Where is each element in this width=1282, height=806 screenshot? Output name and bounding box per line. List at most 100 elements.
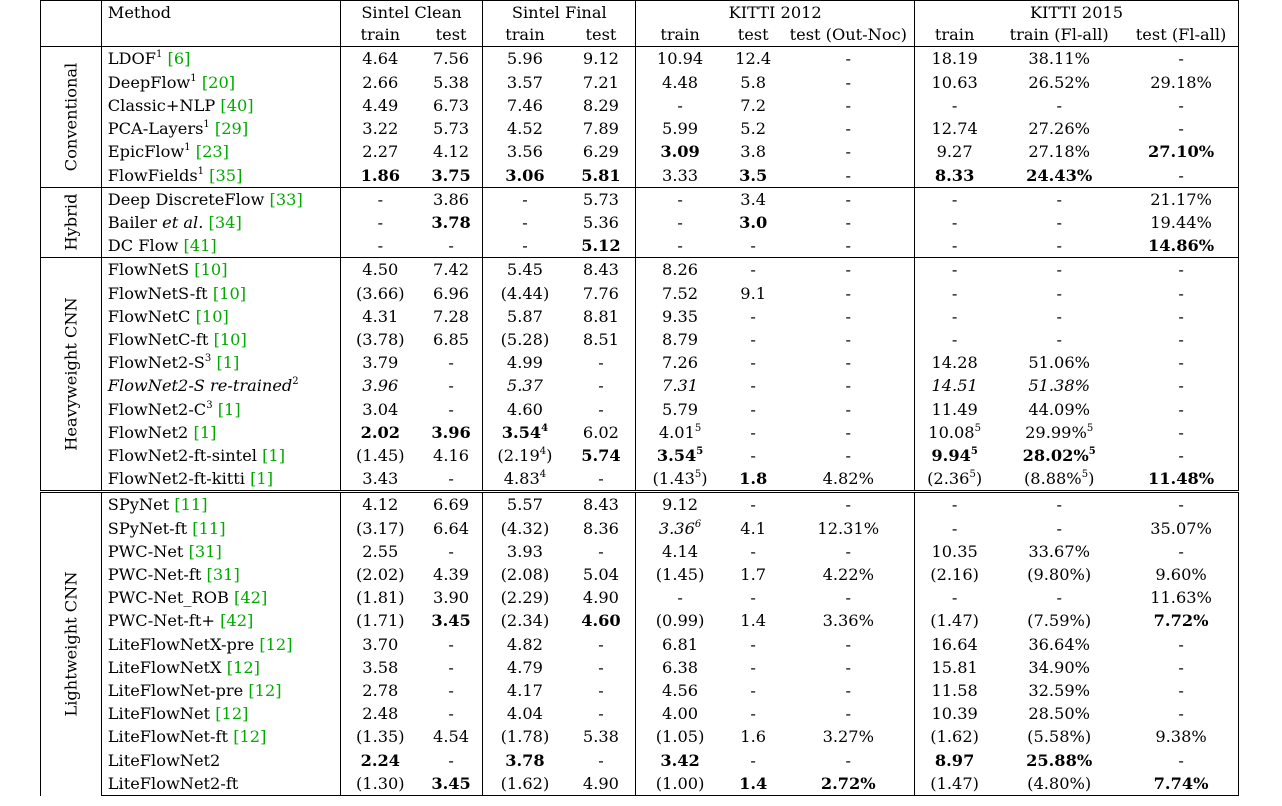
citation-link[interactable]: [20] <box>201 72 236 92</box>
citation-link[interactable]: [1] <box>216 353 240 373</box>
citation-link[interactable]: [10] <box>194 260 228 280</box>
citation-link[interactable]: [29] <box>214 119 249 139</box>
value-cell: (1.35) <box>340 725 420 748</box>
value-footnote: 4 <box>539 469 547 481</box>
group-label: Hybrid <box>61 193 81 251</box>
citation-link[interactable]: [12] <box>215 704 249 724</box>
value-text: - <box>845 283 852 303</box>
value-text: - <box>448 634 454 654</box>
value-cell: 6.64 <box>419 516 484 540</box>
value-text: 3.33 <box>662 165 699 185</box>
citation-link[interactable]: [35] <box>209 165 243 185</box>
citation-link[interactable]: [10] <box>212 283 247 303</box>
value-text: 3.86 <box>433 189 470 209</box>
value-text: (8.88% <box>1023 469 1082 489</box>
value-text: 1.86 <box>360 165 401 185</box>
value-text: 25.88% <box>1026 750 1093 770</box>
value-cell: 4.90 <box>566 771 637 796</box>
citation-link[interactable]: [33] <box>269 189 303 209</box>
value-text: - <box>1178 306 1184 326</box>
value-text: - <box>598 399 604 419</box>
value-cell: - <box>994 281 1124 304</box>
citation-link[interactable]: [1] <box>250 469 274 489</box>
value-text: - <box>1178 165 1184 185</box>
value-cell: 10.94 <box>635 46 724 71</box>
value-text: - <box>448 236 454 256</box>
table-row: PWC-Net-ft [31] (2.02) 4.39 (2.08) 5.04 (1.45… <box>41 562 1240 587</box>
value-text: 7.52 <box>662 283 699 303</box>
citation-link[interactable]: [12] <box>226 657 260 677</box>
value-text: 34.90% <box>1028 657 1091 677</box>
value-cell: (3.78) <box>340 328 420 351</box>
value-cell: 5.81 <box>566 163 637 188</box>
value-text: 5.73 <box>582 189 619 209</box>
value-text: 8.51 <box>582 329 619 349</box>
citation-link[interactable]: [12] <box>248 680 282 700</box>
citation-link[interactable]: [40] <box>220 95 254 115</box>
value-text: - <box>1056 189 1062 209</box>
table-row: Hybrid Deep DiscreteFlow [33] - 3.86 - 5.73 - 3… <box>40 186 1240 258</box>
value-cell: 11.58 <box>915 679 995 702</box>
value-text: 3.75 <box>431 165 471 185</box>
citation-link[interactable]: [34] <box>208 212 242 232</box>
footnote-marker: 1 <box>184 142 191 154</box>
value-cell: 5.73 <box>566 186 637 211</box>
value-cell: - <box>782 655 916 679</box>
citation-link[interactable]: [10] <box>195 306 229 326</box>
value-text: (5.28) <box>500 329 550 349</box>
citation-link[interactable]: [42] <box>234 588 268 608</box>
citation-link[interactable]: [41] <box>183 236 217 256</box>
value-cell: - <box>636 586 724 609</box>
citation-link[interactable]: [12] <box>233 727 267 747</box>
value-cell: (9.80%) <box>994 563 1124 586</box>
value-cell: 1.7 <box>724 563 783 586</box>
value-cell: 2.78 <box>340 679 420 702</box>
value-text: - <box>951 236 958 256</box>
citation-link[interactable]: [11] <box>174 495 208 515</box>
value-cell: 27.18% <box>994 140 1124 163</box>
value-cell: - <box>994 186 1125 211</box>
value-text: - <box>845 95 852 115</box>
citation-link[interactable]: [1] <box>262 445 286 465</box>
value-text: 3.93 <box>506 541 543 561</box>
value-text: - <box>845 353 852 373</box>
value-cell: 4.54 <box>419 725 484 749</box>
value-text: - <box>1178 750 1184 770</box>
value-cell: - <box>782 234 916 258</box>
value-cell: 9.945 <box>915 444 995 467</box>
citation-link[interactable]: [12] <box>259 634 293 654</box>
value-text: - <box>448 353 454 373</box>
value-cell: 5.2 <box>724 117 783 140</box>
citation-link[interactable]: [1] <box>217 399 241 419</box>
value-cell: 4.82 <box>483 632 567 655</box>
value-text: 4.60 <box>581 611 621 631</box>
sintel-clean-header: Sintel Clean <box>340 0 484 25</box>
value-text: (2.19 <box>497 445 540 465</box>
value-text: 3.36% <box>822 611 874 631</box>
citation-link[interactable]: [42] <box>220 611 254 631</box>
value-cell: 11.63% <box>1124 586 1240 610</box>
value-text: 1.6 <box>740 727 767 747</box>
value-text: - <box>1178 657 1184 677</box>
value-text: 7.31 <box>662 376 699 396</box>
method-name: FlowNet2-ft-sintel <box>107 445 257 465</box>
citation-link[interactable]: [1] <box>193 422 217 442</box>
method-name: PWC-Net-ft <box>107 564 202 584</box>
value-cell: 8.36 <box>566 516 637 540</box>
citation-link[interactable]: [31] <box>206 564 240 584</box>
value-cell: - <box>1124 443 1240 468</box>
citation-link[interactable]: [23] <box>195 142 229 162</box>
value-text: 15.81 <box>931 657 978 677</box>
citation-link[interactable]: [10] <box>213 329 247 349</box>
citation-link[interactable]: [31] <box>188 541 222 561</box>
value-cell: 4.015 <box>636 421 724 444</box>
method-name: PWC-Net <box>107 541 184 561</box>
citation-link[interactable]: [6] <box>167 49 191 69</box>
table-row: SPyNet-ft [11] (3.17) 6.64 (4.32) 8.36 3.366 4… <box>41 516 1240 540</box>
table-row: LiteFlowNet2 2.24 - 3.78 - 3.42 - - 8.97 25.88% - <box>41 748 1240 772</box>
kitti2012-test-header: test <box>737 25 769 45</box>
method-name: DeepFlow <box>107 72 191 92</box>
value-text: - <box>750 329 756 349</box>
citation-link[interactable]: [11] <box>192 518 226 538</box>
value-text: 3.54 <box>501 422 542 442</box>
